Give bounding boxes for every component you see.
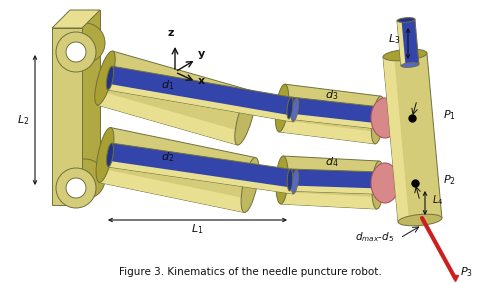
Text: $d_2$: $d_2$: [162, 150, 174, 164]
Ellipse shape: [292, 170, 298, 194]
Text: $d_4$: $d_4$: [325, 155, 339, 169]
Ellipse shape: [235, 91, 255, 145]
Ellipse shape: [276, 156, 288, 204]
Polygon shape: [397, 20, 406, 66]
Polygon shape: [100, 128, 256, 212]
Polygon shape: [281, 156, 379, 209]
Polygon shape: [52, 10, 100, 28]
Polygon shape: [98, 91, 241, 145]
Ellipse shape: [377, 172, 383, 194]
Polygon shape: [108, 66, 297, 122]
Text: $P_3$: $P_3$: [460, 265, 473, 279]
Ellipse shape: [372, 96, 384, 144]
Polygon shape: [98, 51, 252, 145]
Ellipse shape: [372, 161, 384, 209]
Polygon shape: [290, 185, 380, 194]
Ellipse shape: [241, 158, 259, 212]
Text: $P_2$: $P_2$: [443, 173, 456, 187]
Polygon shape: [70, 10, 100, 187]
Ellipse shape: [276, 84, 288, 132]
Ellipse shape: [401, 62, 419, 67]
Polygon shape: [383, 53, 442, 222]
Ellipse shape: [66, 42, 86, 62]
Polygon shape: [289, 114, 380, 129]
Ellipse shape: [397, 18, 415, 22]
Text: $L_1$: $L_1$: [191, 222, 203, 236]
Text: $d_1$: $d_1$: [162, 78, 174, 92]
Ellipse shape: [95, 51, 115, 105]
Polygon shape: [108, 143, 296, 194]
Text: z: z: [168, 28, 174, 38]
Text: y: y: [198, 49, 205, 59]
Ellipse shape: [398, 214, 442, 226]
Polygon shape: [100, 169, 247, 212]
Text: x: x: [198, 76, 205, 86]
Text: $d_{max}$-$d_5$: $d_{max}$-$d_5$: [355, 230, 394, 244]
Ellipse shape: [292, 98, 298, 122]
Text: $d_3$: $d_3$: [326, 88, 338, 102]
Ellipse shape: [383, 49, 427, 61]
Polygon shape: [108, 161, 294, 194]
Ellipse shape: [371, 98, 399, 138]
Ellipse shape: [96, 128, 114, 182]
Ellipse shape: [56, 32, 96, 72]
Ellipse shape: [65, 23, 105, 63]
Polygon shape: [281, 192, 378, 209]
Polygon shape: [279, 84, 381, 144]
Polygon shape: [108, 84, 294, 122]
Polygon shape: [397, 19, 419, 66]
Ellipse shape: [377, 107, 383, 129]
Ellipse shape: [371, 163, 399, 203]
Text: $L_4$: $L_4$: [432, 193, 444, 207]
Ellipse shape: [65, 159, 105, 199]
Text: Figure 3. Kinematics of the needle puncture robot.: Figure 3. Kinematics of the needle punct…: [118, 267, 382, 277]
Text: $L_3$: $L_3$: [388, 32, 400, 46]
Polygon shape: [289, 97, 381, 129]
Ellipse shape: [66, 178, 86, 198]
Text: $L_2$: $L_2$: [17, 113, 29, 127]
Polygon shape: [290, 169, 380, 194]
Ellipse shape: [56, 168, 96, 208]
Polygon shape: [52, 28, 82, 205]
Polygon shape: [383, 56, 409, 222]
Ellipse shape: [287, 97, 293, 119]
Ellipse shape: [106, 66, 114, 90]
Polygon shape: [279, 120, 376, 144]
Ellipse shape: [287, 169, 293, 191]
Text: $P_1$: $P_1$: [443, 108, 456, 122]
Ellipse shape: [106, 143, 114, 167]
